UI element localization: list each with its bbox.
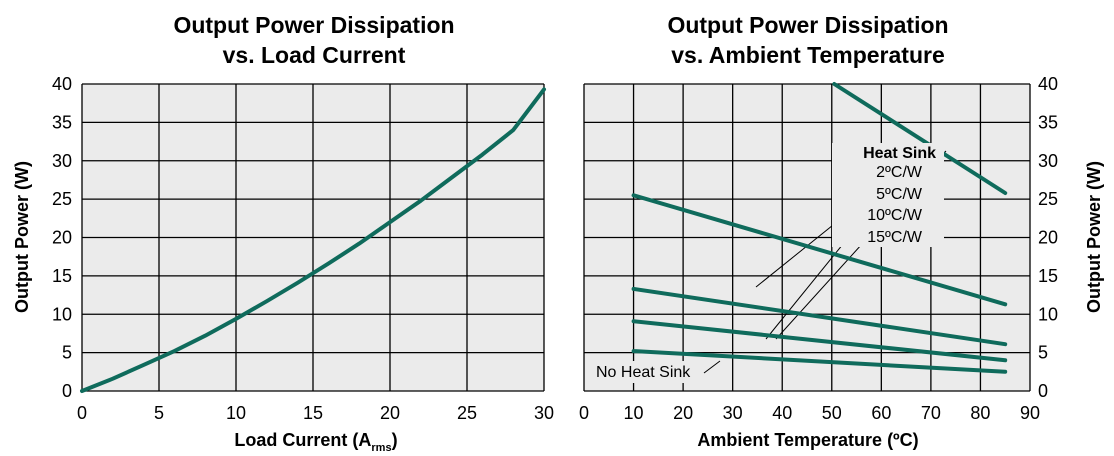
right-y-tick-label: 30 [1038,151,1058,171]
right-y-axis-label: Output Power (W) [1084,161,1104,313]
chart-load-current: Output Power Dissipation vs. Load Curren… [12,12,554,454]
left-x-axis-label: Load Current (Arms) [234,430,397,454]
left-x-tick-label: 10 [226,403,246,423]
left-x-tick-label: 15 [303,403,323,423]
right-x-tick-label: 40 [772,403,792,423]
right-x-tick-label: 80 [970,403,990,423]
right-series-line-no-heat-sink [631,349,1008,374]
left-x-tick-label: 5 [154,403,164,423]
left-title-line-1: Output Power Dissipation [173,12,454,38]
right-y-tick-label: 25 [1038,189,1058,209]
right-series [631,82,1008,374]
left-title-line-2: vs. Load Current [223,42,406,68]
left-y-tick-label: 25 [52,189,72,209]
right-series-line-15-c-w [631,319,1008,363]
right-title-line-1: Output Power Dissipation [667,12,948,38]
right-x-axis-label: Ambient Temperature (ºC) [697,430,918,450]
right-x-tick-label: 20 [673,403,693,423]
no-heat-sink-background [592,361,702,383]
right-x-tick-labels: 0 10 20 30 40 50 60 70 80 90 [579,403,1040,423]
right-x-tick-label: 90 [1020,403,1040,423]
right-series-line-10-c-w [631,286,1008,347]
left-y-axis-label: Output Power (W) [12,161,32,313]
right-x-tick-label: 10 [624,403,644,423]
left-x-tick-label: 25 [457,403,477,423]
right-x-tick-label: 50 [822,403,842,423]
label-10cw: 10ºC/W [867,207,923,224]
right-y-tick-labels: 0 5 10 15 20 25 30 35 40 [1038,74,1058,401]
left-y-tick-label: 5 [62,343,72,363]
right-x-tick-label: 0 [579,403,589,423]
right-y-tick-label: 20 [1038,228,1058,248]
right-series-line-2-c-w [832,82,1008,195]
right-y-tick-label: 15 [1038,266,1058,286]
left-y-tick-label: 40 [52,74,72,94]
left-y-tick-labels: 0 5 10 15 20 25 30 35 40 [52,74,72,401]
right-title-line-2: vs. Ambient Temperature [671,42,945,68]
left-x-tick-label: 20 [380,403,400,423]
right-x-tick-label: 30 [723,403,743,423]
left-y-tick-label: 0 [62,381,72,401]
label-5cw: 5ºC/W [876,186,923,203]
right-y-tick-label: 35 [1038,112,1058,132]
left-x-tick-labels: 0 5 10 15 20 25 30 [77,403,554,423]
left-series [80,87,546,393]
left-y-tick-label: 20 [52,228,72,248]
leader-no-heat-sink [703,360,721,374]
left-y-tick-label: 15 [52,266,72,286]
right-y-tick-label: 10 [1038,304,1058,324]
left-series-line-curve [80,87,546,393]
left-gridlines [81,83,545,392]
right-y-tick-label: 5 [1038,343,1048,363]
left-x-tick-label: 0 [77,403,87,423]
right-y-tick-label: 40 [1038,74,1058,94]
left-y-tick-label: 30 [52,151,72,171]
right-series-line-5-c-w [631,193,1008,307]
left-y-tick-label: 35 [52,112,72,132]
right-y-tick-label: 0 [1038,381,1048,401]
right-x-tick-label: 70 [921,403,941,423]
annotation-background [832,143,944,247]
label-15cw: 15ºC/W [867,229,923,246]
legend-title-heat-sink: Heat Sink [863,145,936,162]
left-x-tick-label: 30 [534,403,554,423]
label-no-heat-sink: No Heat Sink [596,364,691,381]
left-y-tick-label: 10 [52,304,72,324]
label-2cw: 2ºC/W [876,164,923,181]
chart-ambient-temperature: Output Power Dissipation vs. Ambient Tem… [579,12,1104,450]
right-x-tick-label: 60 [871,403,891,423]
